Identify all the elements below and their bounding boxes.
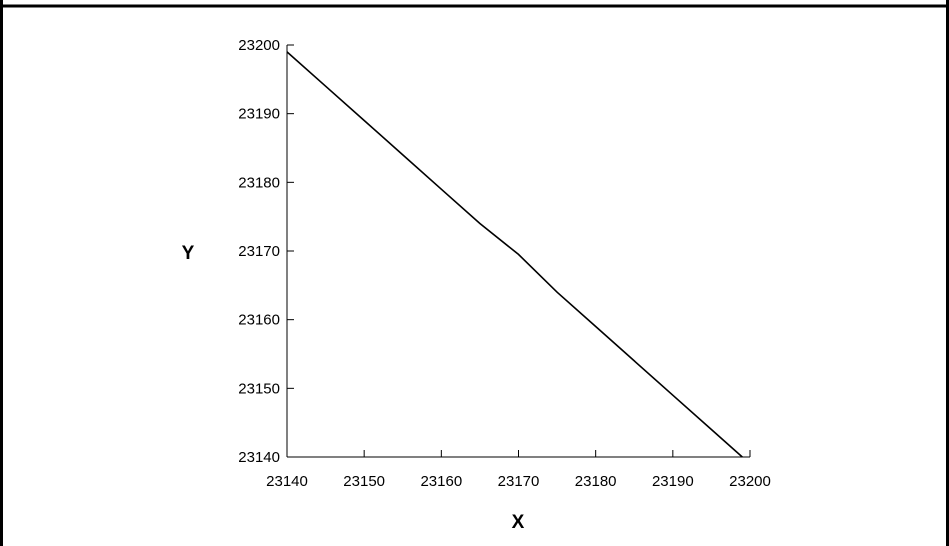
- x-tick-label: 23190: [652, 473, 694, 490]
- x-tick-label: 23180: [575, 473, 617, 490]
- y-tick-label: 23200: [238, 37, 280, 54]
- y-axis-ticks: 23140 23150 23160 23170 23180 23190 23200: [238, 37, 294, 466]
- x-tick-label: 23140: [266, 473, 308, 490]
- x-tick-label: 23170: [498, 473, 540, 490]
- x-axis-title: X: [512, 512, 525, 533]
- y-tick-label: 23150: [238, 380, 280, 397]
- x-tick-label: 23200: [729, 473, 771, 490]
- y-axis-title: Y: [182, 243, 195, 264]
- x-tick-label: 23150: [343, 473, 385, 490]
- plot-area: 23140 23150 23160 23170 23180 23190 23200 2314…: [238, 37, 771, 490]
- y-tick-label: 23180: [238, 174, 280, 191]
- y-tick-label: 23140: [238, 449, 280, 466]
- y-tick-label: 23160: [238, 312, 280, 329]
- x-tick-label: 23160: [420, 473, 462, 490]
- series-line: [286, 51, 743, 458]
- x-axis-ticks: 23140 23150 23160 23170 23180 23190 23200: [266, 450, 771, 490]
- y-tick-label: 23190: [238, 106, 280, 123]
- y-tick-label: 23170: [238, 243, 280, 260]
